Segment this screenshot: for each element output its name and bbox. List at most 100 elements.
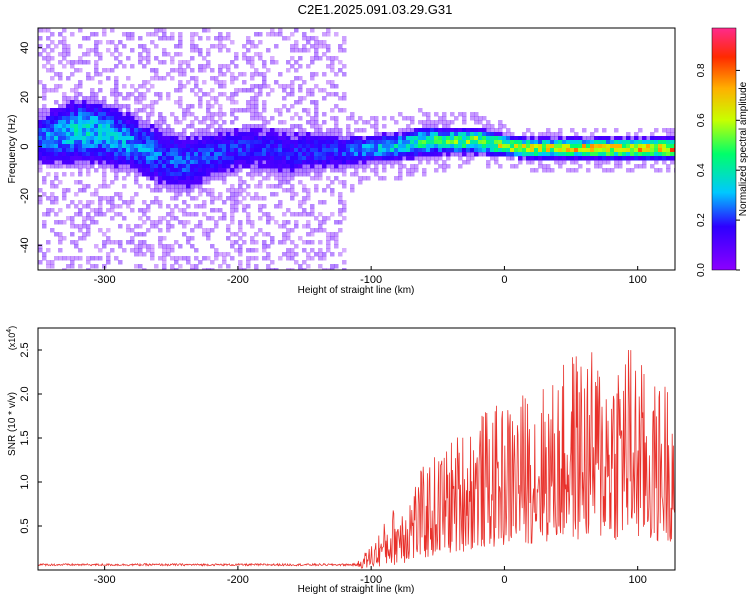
heatmap-cell — [390, 156, 395, 161]
heatmap-cell — [230, 72, 235, 77]
heatmap-cell — [358, 152, 363, 157]
heatmap-cell — [114, 64, 119, 69]
heatmap-cell — [146, 80, 151, 85]
heatmap-cell — [54, 160, 59, 165]
heatmap-cell — [318, 212, 323, 217]
heatmap-cell — [190, 156, 195, 161]
heatmap-cell — [118, 92, 123, 97]
heatmap-cell — [98, 148, 103, 153]
heatmap-cell — [450, 144, 455, 149]
heatmap-cell — [574, 144, 579, 149]
heatmap-cell — [142, 268, 147, 270]
heatmap-cell — [150, 176, 155, 181]
heatmap-cell — [294, 132, 299, 137]
x-tick-label: -200 — [227, 274, 249, 286]
heatmap-cell — [626, 140, 631, 145]
heatmap-cell — [318, 228, 323, 233]
heatmap-cell — [518, 144, 523, 149]
heatmap-cell — [310, 164, 315, 169]
heatmap-cell — [478, 116, 483, 121]
heatmap-cell — [62, 120, 67, 125]
heatmap-cell — [134, 124, 139, 129]
heatmap-cell — [334, 236, 339, 241]
heatmap-cell — [142, 124, 147, 129]
heatmap-cell — [42, 212, 47, 217]
heatmap-cell — [154, 72, 159, 77]
heatmap-cell — [210, 164, 215, 169]
heatmap-cell — [186, 164, 191, 169]
heatmap-cell — [334, 56, 339, 61]
heatmap-cell — [278, 200, 283, 205]
heatmap-cell — [182, 156, 187, 161]
heatmap-cell — [282, 120, 287, 125]
heatmap-cell — [382, 148, 387, 153]
heatmap-cell — [286, 156, 291, 161]
heatmap-cell — [494, 156, 499, 161]
heatmap-cell — [78, 92, 83, 97]
heatmap-cell — [150, 148, 155, 153]
heatmap-cell — [270, 128, 275, 133]
colorbar-tick-label: 0.6 — [696, 113, 707, 127]
heatmap-cell — [122, 64, 127, 69]
heatmap-cell — [246, 104, 251, 109]
heatmap-cell — [550, 144, 555, 149]
heatmap-cell — [106, 200, 111, 205]
heatmap-cell — [130, 228, 135, 233]
heatmap-cell — [442, 112, 447, 117]
heatmap-cell — [286, 268, 291, 270]
heatmap-cell — [546, 128, 551, 133]
heatmap-cell — [150, 136, 155, 141]
heatmap-cell — [142, 92, 147, 97]
heatmap-cell — [330, 80, 335, 85]
heatmap-cell — [142, 104, 147, 109]
heatmap-cell — [222, 168, 227, 173]
snr-x-ticks: -300 -200 -100 0 100 — [94, 566, 647, 586]
heatmap-cell — [114, 80, 119, 85]
heatmap-cell — [66, 136, 71, 141]
heatmap-cell — [210, 124, 215, 129]
heatmap-cell — [306, 196, 311, 201]
heatmap-cell — [298, 48, 303, 53]
heatmap-cell — [322, 96, 327, 101]
heatmap-cell — [146, 112, 151, 117]
heatmap-cell — [250, 160, 255, 165]
heatmap-cell — [94, 188, 99, 193]
heatmap-cell — [270, 172, 275, 177]
heatmap-cell — [114, 152, 119, 157]
heatmap-cell — [494, 152, 499, 157]
heatmap-cell — [46, 36, 51, 41]
heatmap-cell — [490, 144, 495, 149]
heatmap-cell — [346, 164, 351, 169]
heatmap-cell — [374, 116, 379, 121]
heatmap-cell — [318, 160, 323, 165]
heatmap-cell — [46, 144, 51, 149]
heatmap-cell — [310, 56, 315, 61]
heatmap-cell — [46, 164, 51, 169]
heatmap-cell — [314, 120, 319, 125]
heatmap-cell — [306, 264, 311, 269]
heatmap-cell — [254, 156, 259, 161]
heatmap-cell — [102, 108, 107, 113]
heatmap-cell — [630, 148, 635, 153]
heatmap-cell — [474, 140, 479, 145]
heatmap-cell — [178, 88, 183, 93]
heatmap-cell — [358, 160, 363, 165]
heatmap-cell — [218, 72, 223, 77]
heatmap-cell — [214, 224, 219, 229]
heatmap-cell — [462, 160, 467, 165]
heatmap-cell — [598, 144, 603, 149]
heatmap-cell — [54, 132, 59, 137]
heatmap-cell — [290, 148, 295, 153]
heatmap-cell — [162, 256, 167, 261]
heatmap-cell — [114, 128, 119, 133]
heatmap-cell — [142, 132, 147, 137]
heatmap-cell — [426, 116, 431, 121]
heatmap-cell — [238, 236, 243, 241]
heatmap-cell — [70, 116, 75, 121]
heatmap-cell — [198, 188, 203, 193]
heatmap-cell — [306, 172, 311, 177]
heatmap-cell — [150, 132, 155, 137]
heatmap-cell — [238, 220, 243, 225]
heatmap-cell — [270, 140, 275, 145]
heatmap-cell — [134, 128, 139, 133]
